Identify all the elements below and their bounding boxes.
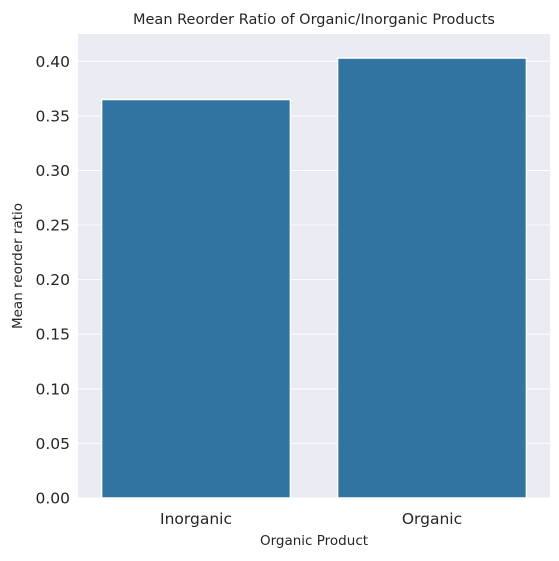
- y-tick-label: 0.05: [35, 435, 70, 453]
- chart-title: Mean Reorder Ratio of Organic/Inorganic …: [133, 12, 495, 28]
- y-tick-label: 0.30: [35, 162, 70, 180]
- x-tick-label: Inorganic: [160, 510, 232, 528]
- y-tick-label: 0.40: [35, 53, 70, 71]
- bar-organic: [336, 57, 528, 499]
- y-axis-label: Mean reorder ratio: [10, 203, 26, 329]
- bars: [100, 57, 528, 499]
- y-tick-label: 0.10: [35, 380, 70, 398]
- y-tick-labels: 0.00 0.05 0.10 0.15 0.20 0.25 0.30 0.35 0.40: [35, 53, 70, 508]
- y-tick-label: 0.25: [35, 217, 70, 235]
- y-tick-label: 0.15: [35, 326, 70, 344]
- x-axis-label: Organic Product: [260, 533, 368, 549]
- x-tick-label: Organic: [402, 510, 462, 528]
- y-tick-label: 0.35: [35, 107, 70, 125]
- y-tick-label: 0.00: [35, 490, 70, 508]
- x-tick-labels: Inorganic Organic: [160, 510, 462, 528]
- y-tick-label: 0.20: [35, 271, 70, 289]
- bar-inorganic: [100, 98, 292, 499]
